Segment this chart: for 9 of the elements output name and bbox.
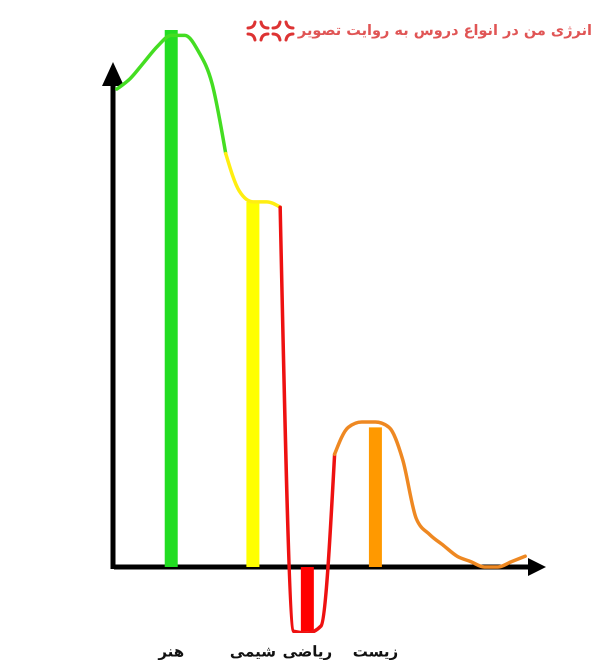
bar [300, 566, 314, 632]
x-tick-label: ریاضی [282, 642, 332, 660]
chart-title: انرژی من در انواع دروس به روایت تصویر [298, 23, 592, 39]
bar [246, 202, 260, 567]
x-tick-label: زیست [352, 642, 398, 660]
x-tick-label: شیمی [230, 642, 276, 660]
bar [368, 427, 382, 567]
x-tick-label: هنر [157, 642, 184, 660]
bar [164, 30, 178, 567]
